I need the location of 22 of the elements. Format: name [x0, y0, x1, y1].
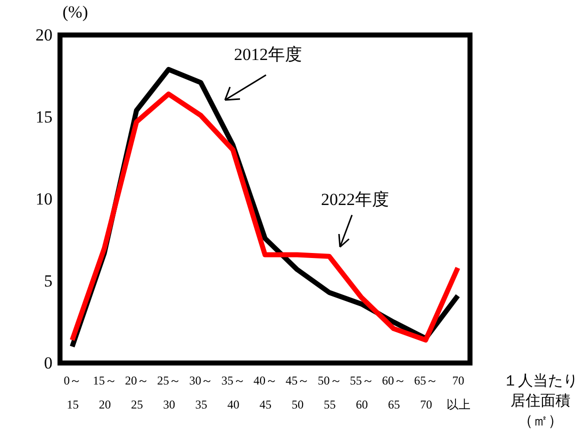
x-tick-label: 0～ 15	[64, 374, 82, 412]
x-tick-label: 25～ 30	[157, 374, 182, 412]
y-tick-label: 0	[44, 354, 52, 372]
y-tick-label: 5	[44, 272, 52, 290]
x-tick-label: 45～ 50	[286, 374, 310, 412]
x-tick-label: 15～ 20	[92, 374, 117, 412]
x-axis-title: １人当たり居住面積（㎡）	[503, 372, 578, 430]
x-tick-label: 55～ 60	[350, 374, 374, 412]
y-axis-title: (%)	[62, 2, 88, 22]
text: 2012年度	[234, 45, 302, 64]
x-tick-label: 50～ 55	[318, 374, 342, 412]
x-tick-label: 20～ 25	[124, 374, 149, 412]
y-tick-label: 15	[36, 108, 52, 126]
y-tick-label: 20	[36, 26, 52, 44]
y-tick-label: 10	[36, 190, 52, 208]
x-tick-label: 35～ 40	[221, 374, 246, 412]
x-tick-label: 60～ 65	[382, 374, 406, 412]
x-tick-label: 65～ 70	[414, 374, 438, 412]
x-tick-label: 70 以上	[446, 374, 470, 412]
x-tick-label: 40～ 45	[254, 374, 278, 412]
text: 2022年度	[321, 190, 389, 209]
x-tick-label: 30～ 35	[189, 374, 214, 412]
